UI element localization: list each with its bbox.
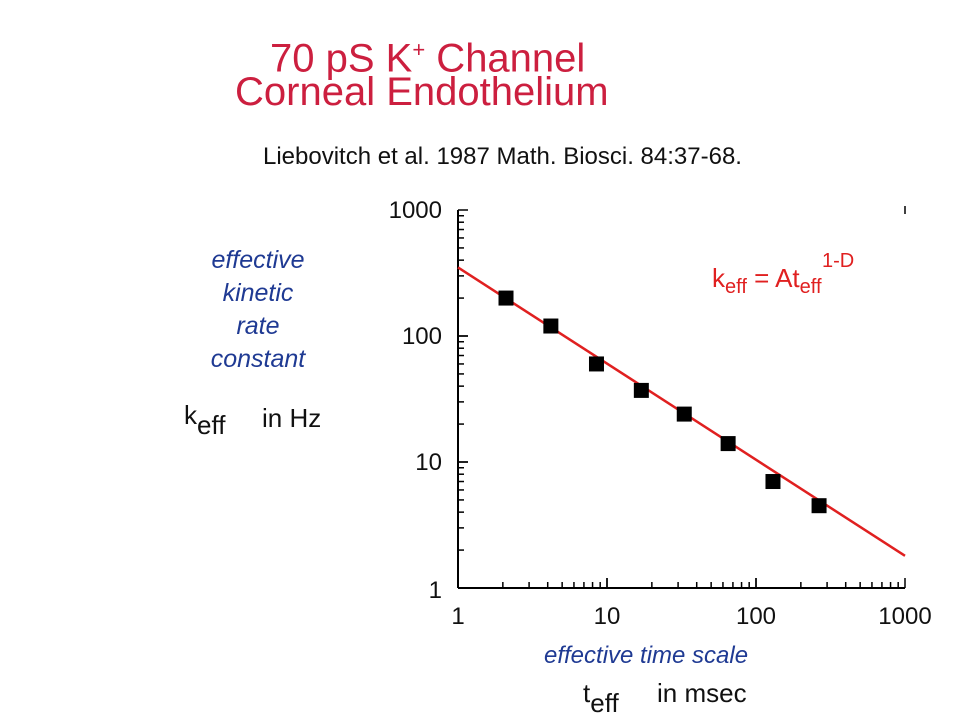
x-symbol-sub: eff xyxy=(590,688,619,718)
eq-t-sub: eff xyxy=(799,276,822,298)
eq-body: = At xyxy=(746,263,800,293)
x-tick-label: 1 xyxy=(451,603,464,630)
y-axis-units: in Hz xyxy=(262,403,322,433)
y-label-line: rate xyxy=(236,312,280,340)
tick-labels: 1 10 100 1000 1 10 100 1000 xyxy=(389,197,932,630)
y-tick-label: 100 xyxy=(402,323,442,350)
axes xyxy=(457,206,906,589)
y-tick-label: 10 xyxy=(415,449,442,476)
fit-equation: keff = Ateff xyxy=(712,263,822,298)
y-axis-symbol: keff xyxy=(184,400,225,440)
y-tick-label: 1000 xyxy=(389,197,442,224)
data-point xyxy=(543,318,559,334)
data-points xyxy=(498,290,827,514)
chart-subtitle: Corneal Endothelium xyxy=(235,70,609,114)
x-tick-label: 100 xyxy=(736,603,776,630)
data-point xyxy=(811,498,827,514)
eq-k-sub: eff xyxy=(725,276,747,298)
data-point xyxy=(720,436,736,452)
eq-exponent: 1-D xyxy=(822,250,855,272)
data-point xyxy=(633,382,649,398)
data-point xyxy=(498,290,514,306)
eq-k: k xyxy=(712,263,725,293)
y-symbol-sub: eff xyxy=(197,410,226,440)
x-tick-label: 1000 xyxy=(878,603,931,630)
y-axis-label: effective kinetic rate constant xyxy=(158,244,358,376)
title-line1-rest: Channel xyxy=(425,36,586,81)
title-line1: 70 pS K xyxy=(270,36,413,81)
y-label-line: constant xyxy=(210,345,306,373)
x-axis-label: effective time scale xyxy=(544,642,749,669)
title-superscript: + xyxy=(412,37,426,62)
y-label-line: effective xyxy=(211,246,305,274)
x-tick-label: 10 xyxy=(594,603,621,630)
y-tick-label: 1 xyxy=(429,577,442,604)
chart-title: 70 pS K+ Channel xyxy=(270,28,585,80)
data-point xyxy=(676,406,692,422)
x-axis-units: in msec xyxy=(657,678,747,708)
data-point xyxy=(588,356,604,372)
y-label-line: kinetic xyxy=(222,279,294,307)
ticks xyxy=(457,209,906,589)
data-point xyxy=(765,474,781,490)
citation: Liebovitch et al. 1987 Math. Biosci. 84:… xyxy=(263,143,742,170)
x-axis-symbol: teff xyxy=(583,678,619,718)
x-symbol: t xyxy=(583,678,591,708)
y-symbol: k xyxy=(184,400,197,430)
